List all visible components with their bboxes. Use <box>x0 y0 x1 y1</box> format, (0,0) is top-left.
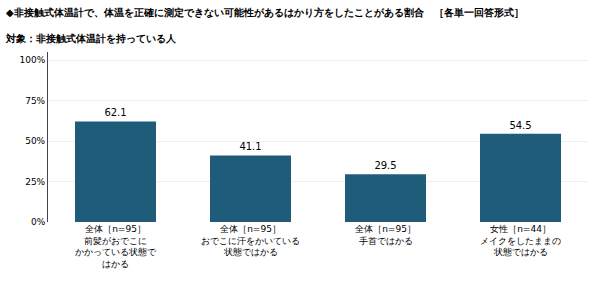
svg-text:0%: 0% <box>31 217 46 227</box>
svg-text:62.1: 62.1 <box>104 107 126 118</box>
svg-text:25%: 25% <box>25 177 45 187</box>
svg-text:100%: 100% <box>19 55 45 65</box>
svg-text:50%: 50% <box>25 136 45 146</box>
svg-text:◆非接触式体温計で、体温を正確に測定できない可能性があるはか: ◆非接触式体温計で、体温を正確に測定できない可能性があるはかり方をしたことがある… <box>6 7 524 19</box>
svg-text:対象：非接触式体温計を持っている人: 対象：非接触式体温計を持っている人 <box>5 33 177 44</box>
svg-text:全体［n=95］おでこに汗をかいている状態ではかる: 全体［n=95］おでこに汗をかいている状態ではかる <box>201 224 300 257</box>
svg-text:75%: 75% <box>25 96 45 106</box>
svg-text:全体［n=95］手首ではかる: 全体［n=95］手首ではかる <box>355 224 416 246</box>
svg-text:女性［n=44］メイクをしたままの状態ではかる: 女性［n=44］メイクをしたままの状態ではかる <box>480 224 561 257</box>
svg-text:29.5: 29.5 <box>374 160 396 171</box>
svg-text:54.5: 54.5 <box>509 120 531 131</box>
svg-text:全体［n=95］前髪がおでこにかかっている状態ではかる: 全体［n=95］前髪がおでこにかかっている状態ではかる <box>75 224 157 269</box>
svg-text:41.1: 41.1 <box>239 141 261 152</box>
